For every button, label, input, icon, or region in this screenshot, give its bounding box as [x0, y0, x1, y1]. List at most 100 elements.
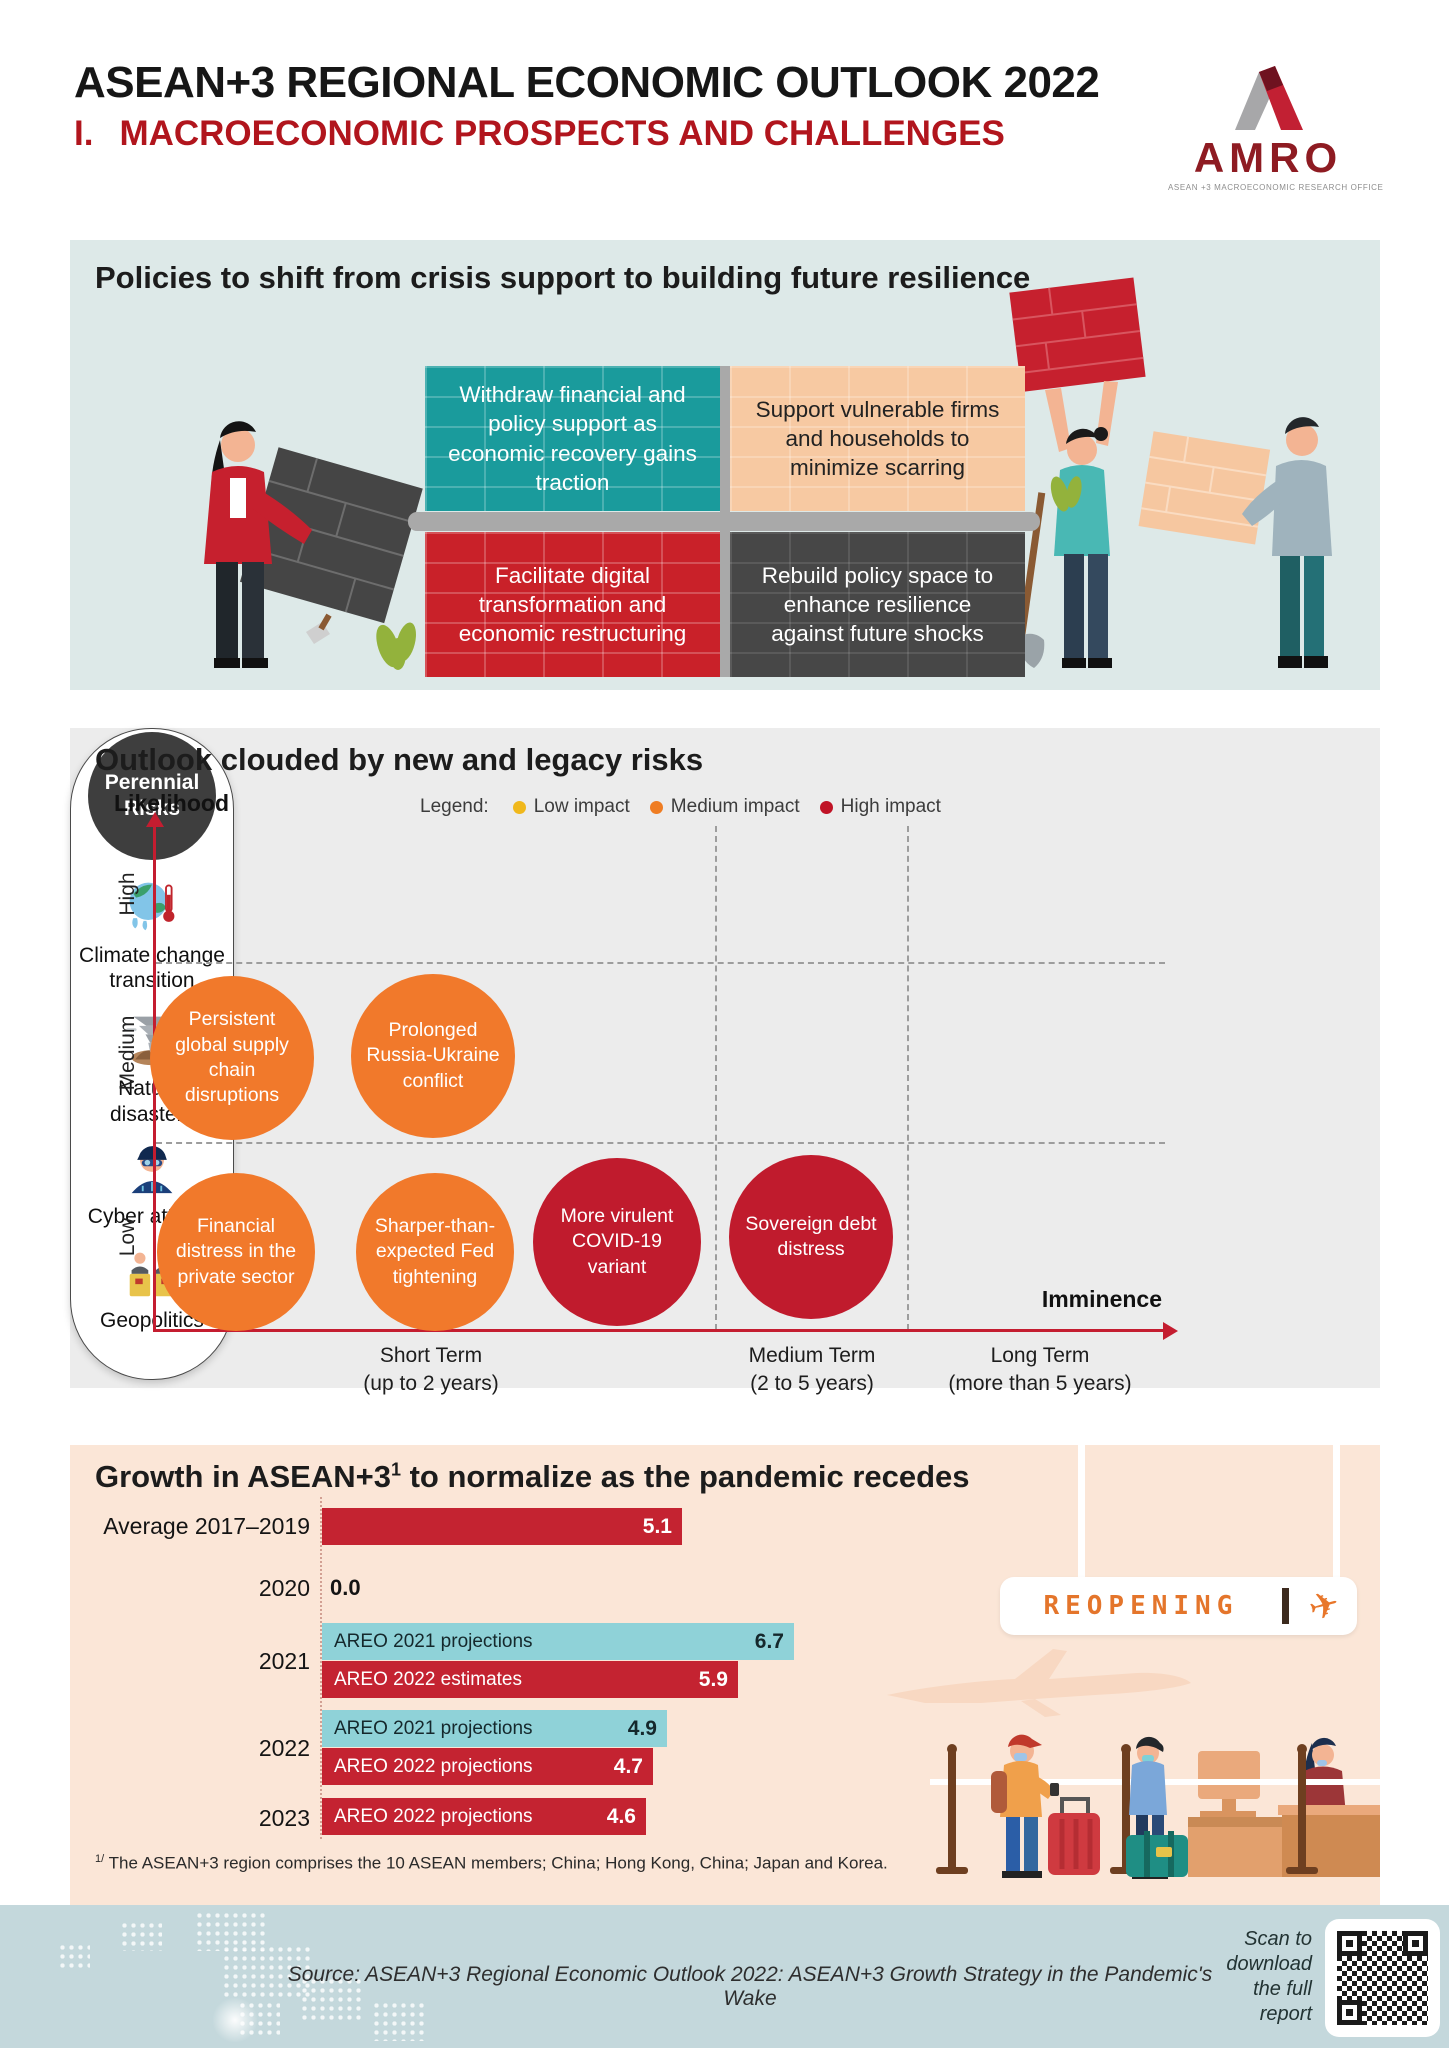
plant-left [376, 622, 416, 670]
policy-quadrant-support: Support vulnerable firms and households … [730, 366, 1025, 511]
risk-bubble-financial-distress: Financial distress in the private sector [157, 1173, 315, 1331]
bar-value: 5.9 [698, 1667, 728, 1691]
map-dots [372, 2001, 428, 2041]
growth-title-rest: to normalize as the pandemic recedes [400, 1459, 970, 1494]
policy-quadrant-withdraw: Withdraw financial and policy support as… [425, 366, 720, 511]
checkin-counter [1188, 1751, 1284, 1877]
airplane-icon: ✈ [1303, 1581, 1344, 1630]
queue-posts [936, 1744, 1318, 1874]
risk-bubble-label: Sovereign debt distress [745, 1212, 877, 1260]
risk-bubble-russia-ukraine: Prolonged Russia-Ukraine conflict [351, 974, 515, 1138]
policy-quadrant-text: Support vulnerable firms and households … [755, 396, 1000, 481]
y-tick-medium: Medium [116, 1015, 139, 1091]
source-text: Source: ASEAN+3 Regional Economic Outloo… [287, 1963, 1213, 2010]
risks-title: Outlook clouded by new and legacy risks [95, 742, 704, 777]
bar-series-label: AREO 2022 projections [334, 1755, 533, 1777]
policy-quadrant-digital: Facilitate digital transformation and ec… [425, 532, 720, 677]
gridline-term-medium [907, 826, 909, 1330]
growth-title-text: Growth in ASEAN+3 [95, 1459, 391, 1494]
subtitle-text: MACROECONOMIC PROSPECTS AND CHALLENGES [119, 114, 1005, 153]
subtitle-numeral: I. [74, 114, 94, 153]
gridline-likelihood-high [156, 962, 1165, 964]
perennial-item-climate: Climate change transition [77, 878, 227, 993]
page-subtitle: I. MACROECONOMIC PROSPECTS AND CHALLENGES [74, 114, 1005, 154]
bar-2021-areo2021: AREO 2021 projections 6.7 [322, 1623, 794, 1660]
x-tick-medium-term: Medium Term (2 to 5 years) [672, 1342, 952, 1399]
sign-hanger-line [1078, 1445, 1085, 1577]
x-tick-line1: Medium Term [748, 1344, 876, 1367]
policy-quadrant-rebuild: Rebuild policy space to enhance resilien… [730, 532, 1025, 677]
footnote-marker: 1/ [95, 1853, 105, 1865]
imminence-axis-arrow-icon [1163, 1322, 1178, 1340]
row-label-2022: 2022 [258, 1735, 310, 1761]
risk-bubble-fed-tightening: Sharper-than-expected Fed tightening [356, 1173, 514, 1331]
scan-line: Scan to [1244, 1928, 1312, 1950]
bar-value: 4.6 [606, 1804, 636, 1828]
sign-hanger-line [1333, 1445, 1340, 1577]
airplane-silhouette [887, 1649, 1191, 1717]
amro-logo-name: AMRO [1193, 134, 1343, 181]
policy-quadrant-text: Facilitate digital transformation and ec… [458, 562, 687, 647]
footnote-text: The ASEAN+3 region comprises the 10 ASEA… [108, 1853, 888, 1873]
likelihood-axis-arrow-icon [146, 812, 164, 827]
bar-value: 4.7 [613, 1754, 643, 1778]
bar-series-label: AREO 2022 estimates [334, 1668, 522, 1690]
builder-woman-middle [1009, 277, 1146, 668]
y-tick-high: High [116, 872, 139, 916]
scan-caption: Scan to download the full report [1150, 1927, 1312, 2027]
red-suitcase [1048, 1797, 1100, 1875]
qr-finder-icon [1337, 1931, 1362, 1956]
checkin-agent [1278, 1737, 1380, 1877]
bar-2022-areo2022: AREO 2022 projections 4.7 [322, 1748, 653, 1785]
sign-divider [1281, 1588, 1289, 1624]
airport-queue-illustration [930, 1734, 1380, 1879]
growth-panel: Growth in ASEAN+31 to normalize as the p… [70, 1445, 1380, 1905]
reopening-sign-text: REOPENING [1043, 1591, 1239, 1621]
map-dots [58, 1943, 90, 1969]
legend-item-low: Low impact [512, 796, 630, 818]
map-dots [222, 1945, 314, 2001]
footer: Source: ASEAN+3 Regional Economic Outloo… [0, 1905, 1449, 2048]
row-label-2020: 2020 [258, 1575, 310, 1601]
growth-footnote: 1/ The ASEAN+3 region comprises the 10 A… [95, 1853, 888, 1874]
page-title: ASEAN+3 REGIONAL ECONOMIC OUTLOOK 2022 [74, 58, 1100, 107]
legend-item-high: High impact [819, 796, 941, 818]
amro-logo: AMRO ASEAN +3 MACROECONOMIC RESEARCH OFF… [1168, 66, 1383, 192]
bar-value: 5.1 [642, 1514, 672, 1538]
growth-title: Growth in ASEAN+31 to normalize as the p… [95, 1459, 970, 1495]
x-tick-line2: (more than 5 years) [948, 1372, 1132, 1396]
x-tick-line2: (up to 2 years) [363, 1372, 499, 1396]
legend-item-label: Medium impact [670, 796, 800, 817]
perennial-item-label: Climate change transition [79, 944, 225, 993]
builder-woman-left [204, 421, 423, 668]
x-tick-line1: Short Term [379, 1344, 483, 1367]
scan-line: download [1226, 1953, 1312, 1975]
imminence-axis [153, 1329, 1165, 1332]
gridline-likelihood-medium [156, 1142, 1165, 1144]
legend-item-label: Low impact [533, 796, 630, 817]
builder-man-right [1138, 417, 1332, 668]
row-label-2021: 2021 [258, 1648, 310, 1674]
x-tick-short-term: Short Term (up to 2 years) [291, 1342, 571, 1399]
policy-quadrant-text: Withdraw financial and policy support as… [448, 382, 697, 495]
bar-average-2017-2019: 5.1 [322, 1508, 682, 1545]
risk-bubble-label: Prolonged Russia-Ukraine conflict [366, 1018, 500, 1092]
y-axis-label: Likelihood [114, 790, 229, 816]
map-dots [300, 1977, 362, 2023]
policies-panel: Policies to shift from crisis support to… [70, 240, 1380, 690]
y-tick-low: Low [116, 1217, 139, 1257]
value-2020: 0.0 [330, 1575, 361, 1600]
quadrant-divider-vertical [720, 366, 730, 677]
perennial-item-label: Geopolitics [100, 1308, 204, 1332]
builders-illustration [204, 277, 1332, 670]
low-impact-dot-icon [512, 800, 526, 814]
reopening-sign: REOPENING ✈ [1000, 1577, 1357, 1635]
x-tick-line1: Long Term [990, 1344, 1090, 1367]
bar-2021-areo2022: AREO 2022 estimates 5.9 [322, 1661, 738, 1698]
qr-finder-icon [1337, 2000, 1362, 2025]
teal-suitcase [1126, 1831, 1188, 1877]
row-label-2023: 2023 [258, 1805, 310, 1831]
risk-bubble-sovereign-debt: Sovereign debt distress [729, 1155, 893, 1319]
risk-legend: Legend: Low impact Medium impact High im… [420, 796, 941, 818]
